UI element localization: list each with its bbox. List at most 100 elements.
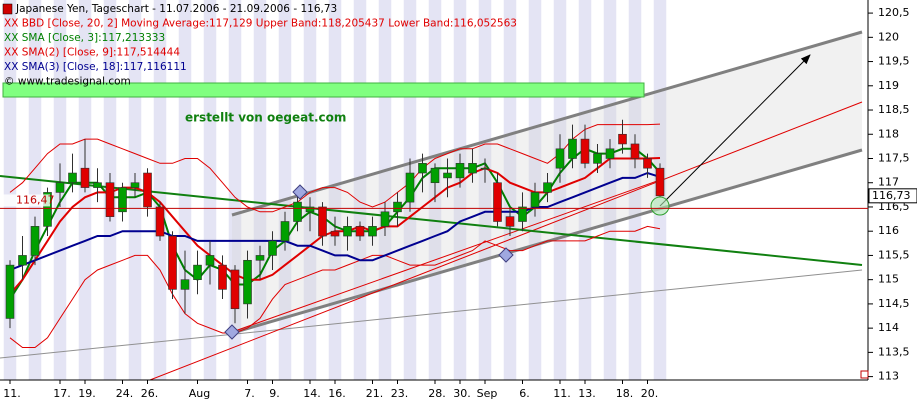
candle-body	[330, 230, 340, 237]
candle-body	[530, 192, 540, 208]
y-tick-label: 115,5	[878, 248, 910, 261]
y-tick-label: 113,5	[878, 345, 910, 358]
candle-body	[468, 163, 477, 174]
candle-body	[480, 167, 490, 170]
candle-body	[493, 182, 502, 222]
candle-body	[355, 226, 365, 237]
candle-body	[168, 235, 177, 290]
series-layer	[5, 119, 665, 348]
x-tick-label: 11.	[553, 387, 571, 400]
x-tick-label: 18.	[616, 387, 634, 400]
x-tick-label: 14.	[303, 387, 321, 400]
candle-body	[105, 182, 115, 217]
x-tick-label: 9.	[269, 387, 280, 400]
candle-body	[68, 172, 77, 184]
x-tick-label: 30.	[453, 387, 471, 400]
candle-body	[255, 255, 265, 261]
candle-body	[568, 138, 577, 159]
highlight-box	[2, 82, 645, 98]
x-tick-label: Aug	[189, 387, 210, 400]
x-tick-label: 24.	[116, 387, 134, 400]
candle-body	[268, 240, 277, 256]
y-tick-label: 116	[878, 224, 899, 237]
y-tick-label: 115	[878, 273, 899, 286]
candle-body	[443, 172, 452, 179]
y-tick-label: 119	[878, 79, 899, 92]
candle-body	[293, 201, 302, 222]
red-trend-line	[149, 101, 863, 380]
candle-body	[180, 279, 190, 290]
y-tick-label: 119,5	[878, 55, 910, 68]
candle-body	[80, 167, 90, 188]
x-tick-label: 19.	[78, 387, 96, 400]
candle-body	[143, 172, 152, 208]
candle-body	[18, 255, 27, 266]
y-tick-label: 120	[878, 30, 899, 43]
candle-body	[218, 264, 227, 290]
candle-body	[205, 255, 215, 266]
level-label: 116,47	[16, 193, 55, 206]
arrow	[659, 54, 811, 207]
candle-body	[155, 206, 165, 237]
candle-body	[655, 167, 665, 197]
legend-entry: XX SMA(2) [Close, 9]:117,514444	[4, 47, 180, 59]
candle-body	[368, 226, 377, 237]
level-label-box	[0, 194, 50, 207]
long-trend-line	[0, 269, 863, 359]
candle-body	[130, 182, 140, 188]
y-tick-label: 117	[878, 176, 899, 189]
annotation: erstellt von oegeat.com	[185, 111, 346, 125]
diamond	[292, 184, 308, 200]
candle-body	[30, 226, 40, 256]
x-tick-label: 13.	[578, 387, 596, 400]
candle-body	[230, 269, 240, 310]
x-tick-label: 26.	[141, 387, 159, 400]
candle-body	[343, 226, 352, 237]
candle-body	[5, 264, 15, 319]
candle-body	[543, 182, 552, 193]
y-tick-label: 113	[878, 370, 899, 383]
candle-body	[418, 163, 427, 174]
y-tick-label: 118,5	[878, 103, 910, 116]
y-tick-label: 117,5	[878, 151, 910, 164]
band-lower	[9, 225, 661, 348]
candle-body	[280, 221, 290, 242]
x-tick-label: 20.	[641, 387, 659, 400]
overlay: erstellt von oegeat.com	[2, 54, 811, 340]
day-stripe	[203, 0, 217, 380]
candle-body	[393, 201, 402, 213]
candle-body	[555, 148, 565, 169]
x-tick-label: 17.	[53, 387, 71, 400]
candle-body	[518, 206, 527, 222]
x-tick-label: 16.	[328, 387, 346, 400]
x-tick-label: Sep	[477, 387, 498, 400]
candle-body	[430, 167, 440, 184]
candle-body	[193, 264, 202, 280]
day-stripe	[278, 0, 292, 380]
legend-entry: © www.tradesignal.com	[4, 76, 131, 88]
day-stripe	[178, 0, 192, 380]
candle-body	[305, 206, 315, 213]
legend-entry: XX BBD [Close, 20, 2] Moving Average:117…	[4, 18, 517, 30]
candle-body	[243, 259, 252, 305]
candle-body	[505, 216, 515, 227]
candle-body	[643, 158, 652, 169]
channel-upper	[231, 30, 863, 217]
x-tick-label: 7.	[244, 387, 255, 400]
last-price-box	[868, 188, 917, 204]
y-tick-label: 114	[878, 321, 899, 334]
last-price-label: 116,73	[872, 189, 911, 202]
legend-entry: Japanese Yen, Tageschart - 11.07.2006 - …	[15, 3, 337, 15]
candle-body	[93, 182, 102, 188]
x-tick-label: 21.	[366, 387, 384, 400]
candle-body	[118, 187, 127, 213]
candle-body	[593, 153, 602, 164]
legend-entry: XX SMA(3) [Close, 18]:117,116111	[4, 61, 187, 73]
moving-average	[9, 171, 661, 271]
x-tick-label: 23.	[391, 387, 409, 400]
candle-body	[318, 206, 327, 237]
candle-body	[605, 148, 615, 159]
candle-body	[580, 138, 590, 164]
candle-body	[405, 172, 415, 203]
diamond	[498, 247, 514, 263]
